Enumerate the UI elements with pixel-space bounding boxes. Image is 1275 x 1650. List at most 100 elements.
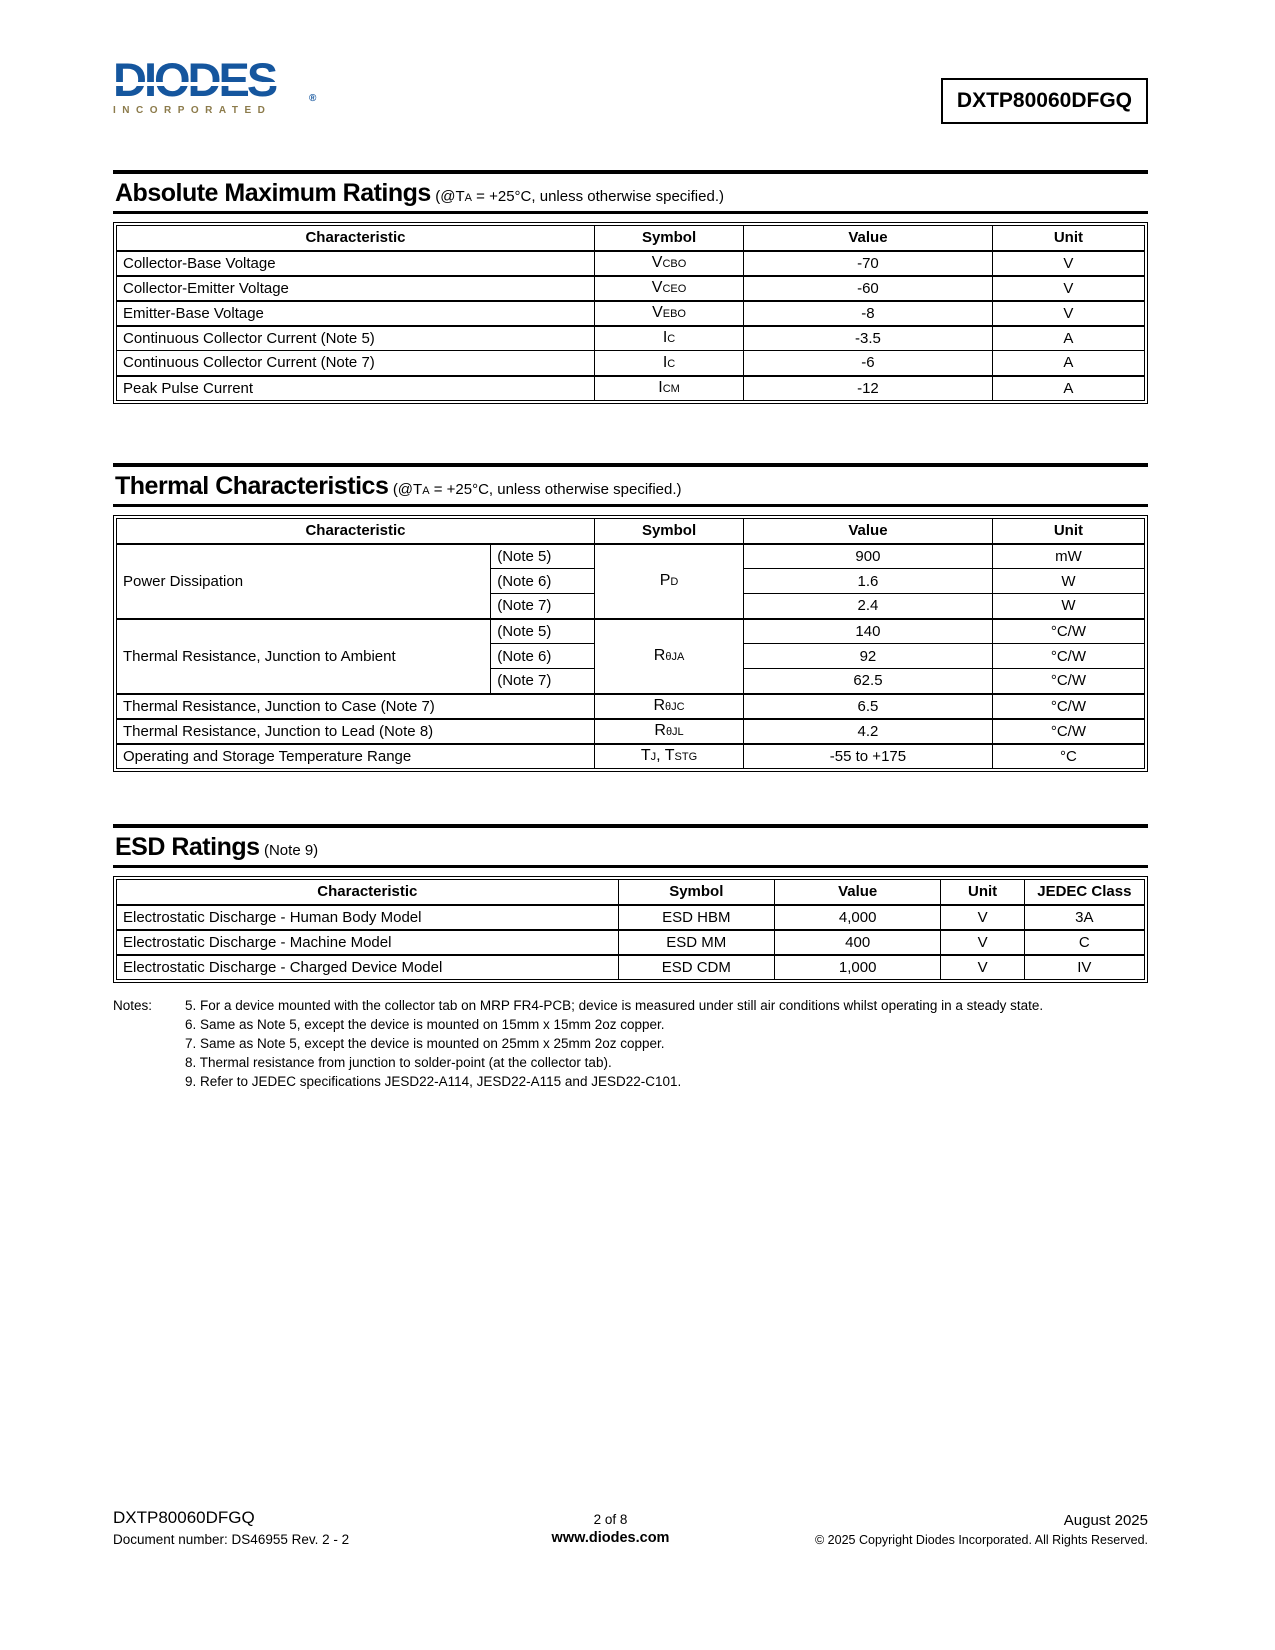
unit-cell: °C/W bbox=[991, 692, 1146, 719]
value-cell: 140 bbox=[743, 617, 993, 644]
footer-center: 2 of 8 www.diodes.com bbox=[113, 1512, 1108, 1547]
symbol-cell: ESD HBM bbox=[617, 903, 775, 930]
value-cell: 6.5 bbox=[743, 692, 993, 719]
section-rule bbox=[113, 865, 1148, 868]
note-item: 5. For a device mounted with the collect… bbox=[185, 998, 1044, 1013]
note-item: 6. Same as Note 5, except the device is … bbox=[185, 1017, 665, 1032]
footer-right: August 2025 © 2025 Copyright Diodes Inco… bbox=[815, 1512, 1148, 1547]
table-row: Electrostatic Discharge - Machine Model … bbox=[116, 928, 1146, 955]
section-heading: Absolute Maximum Ratings (@TA = +25°C, u… bbox=[113, 174, 1148, 211]
characteristic-cell: Electrostatic Discharge - Human Body Mod… bbox=[116, 903, 619, 930]
section-rule bbox=[113, 170, 1148, 174]
column-header-jedec-class: JEDEC Class bbox=[1023, 879, 1146, 906]
note-item: 8. Thermal resistance from junction to s… bbox=[185, 1055, 612, 1070]
unit-cell: A bbox=[991, 350, 1146, 376]
column-header-symbol: Symbol bbox=[617, 879, 775, 906]
section-rule bbox=[113, 504, 1148, 507]
note-cell: (Note 6) bbox=[490, 568, 596, 594]
value-cell: -70 bbox=[743, 249, 993, 276]
section-absolute-maximum-ratings: Absolute Maximum Ratings (@TA = +25°C, u… bbox=[113, 170, 1148, 404]
table-row: Electrostatic Discharge - Charged Device… bbox=[116, 953, 1146, 980]
column-header-characteristic: Characteristic bbox=[116, 879, 619, 906]
footer-left: DXTP80060DFGQ Document number: DS46955 R… bbox=[113, 1508, 349, 1547]
esd-table-border: Characteristic Symbol Value Unit JEDEC C… bbox=[113, 876, 1148, 983]
table-row: Electrostatic Discharge - Human Body Mod… bbox=[116, 903, 1146, 930]
characteristic-cell: Continuous Collector Current (Note 5) bbox=[115, 324, 596, 351]
value-cell: -3.5 bbox=[743, 324, 993, 351]
column-header-symbol: Symbol bbox=[594, 518, 745, 545]
footer-date: August 2025 bbox=[1063, 1512, 1148, 1529]
value-cell: -55 to +175 bbox=[743, 742, 993, 769]
unit-cell: A bbox=[991, 324, 1146, 351]
section-subtitle: (Note 9) bbox=[263, 842, 319, 859]
note-item: 9. Refer to JEDEC specifications JESD22-… bbox=[185, 1074, 682, 1089]
section-esd-ratings: ESD Ratings (Note 9) Characteristic Symb… bbox=[113, 824, 1148, 983]
value-cell: 900 bbox=[743, 542, 993, 569]
esd-table: Characteristic Symbol Value Unit JEDEC C… bbox=[116, 879, 1146, 980]
symbol-cell: RθJC bbox=[594, 692, 745, 719]
jedec-class-cell: IV bbox=[1023, 953, 1146, 980]
symbol-cell: RθJA bbox=[594, 617, 745, 694]
characteristic-cell: Power Dissipation bbox=[115, 542, 492, 619]
section-rule bbox=[113, 463, 1148, 467]
unit-cell: W bbox=[991, 593, 1146, 619]
characteristic-cell: Collector-Emitter Voltage bbox=[115, 274, 596, 301]
characteristic-cell: Peak Pulse Current bbox=[115, 374, 596, 401]
section-subtitle: (@TA = +25°C, unless otherwise specified… bbox=[435, 188, 724, 205]
section-heading: ESD Ratings (Note 9) bbox=[113, 828, 1148, 865]
symbol-cell: VCEO bbox=[594, 274, 745, 301]
note-cell: (Note 7) bbox=[490, 668, 596, 694]
section-subtitle: (@TA = +25°C, unless otherwise specified… bbox=[392, 481, 682, 498]
footer-document-number: Document number: DS46955 Rev. 2 - 2 bbox=[113, 1532, 350, 1547]
thermal-table-border: Characteristic Symbol Value Unit Power D… bbox=[113, 515, 1148, 772]
note-cell: (Note 7) bbox=[490, 593, 596, 619]
symbol-cell: VEBO bbox=[594, 299, 745, 326]
symbol-cell: ESD CDM bbox=[617, 953, 775, 980]
characteristic-cell: Electrostatic Discharge - Machine Model bbox=[116, 928, 619, 955]
column-header-unit: Unit bbox=[991, 225, 1146, 252]
abs-max-table-border: Characteristic Symbol Value Unit Collect… bbox=[113, 222, 1148, 404]
table-header-row: Characteristic Symbol Value Unit bbox=[115, 518, 1146, 545]
unit-cell: W bbox=[991, 568, 1146, 594]
table-row: (Note 6) 92 °C/W bbox=[117, 643, 1146, 669]
column-header-symbol: Symbol bbox=[594, 225, 745, 252]
table-row: Operating and Storage Temperature Range … bbox=[115, 742, 1146, 769]
unit-cell: °C bbox=[991, 742, 1146, 769]
value-cell: 1.6 bbox=[743, 568, 993, 594]
table-row: Emitter-Base Voltage VEBO -8 V bbox=[115, 299, 1146, 326]
value-cell: -12 bbox=[743, 374, 993, 401]
symbol-cell: ESD MM bbox=[617, 928, 775, 955]
abs-max-table: Characteristic Symbol Value Unit Collect… bbox=[115, 225, 1146, 401]
note-item: 7. Same as Note 5, except the device is … bbox=[185, 1036, 665, 1051]
column-header-characteristic: Characteristic bbox=[115, 518, 596, 545]
value-cell: -8 bbox=[743, 299, 993, 326]
value-cell: 4,000 bbox=[773, 903, 942, 930]
notes-list: 5. For a device mounted with the collect… bbox=[185, 996, 1043, 1091]
section-title: Absolute Maximum Ratings bbox=[115, 179, 431, 207]
footer-page-info: 2 of 8 bbox=[593, 1512, 628, 1527]
value-cell: 400 bbox=[773, 928, 942, 955]
characteristic-cell: Thermal Resistance, Junction to Ambient bbox=[115, 617, 492, 694]
footer-website-link[interactable]: www.diodes.com bbox=[551, 1530, 670, 1546]
unit-cell: V bbox=[940, 903, 1025, 930]
notes-label: Notes: bbox=[113, 998, 153, 1013]
symbol-cell: IC bbox=[594, 350, 745, 376]
unit-cell: V bbox=[940, 953, 1025, 980]
note-cell: (Note 5) bbox=[490, 542, 596, 569]
value-cell: 1,000 bbox=[773, 953, 942, 980]
table-row: Collector-Emitter Voltage VCEO -60 V bbox=[115, 274, 1146, 301]
page-header: DIODES ® INCORPORATED DXTP80060DFGQ bbox=[113, 56, 1148, 148]
unit-cell: V bbox=[991, 299, 1146, 326]
footer-part-number: DXTP80060DFGQ bbox=[113, 1508, 255, 1527]
unit-cell: °C/W bbox=[991, 617, 1146, 644]
value-cell: 62.5 bbox=[743, 668, 993, 694]
table-row: Continuous Collector Current (Note 5) IC… bbox=[115, 324, 1146, 351]
symbol-cell: ICM bbox=[594, 374, 745, 401]
column-header-characteristic: Characteristic bbox=[115, 225, 596, 252]
characteristic-cell: Operating and Storage Temperature Range bbox=[115, 742, 596, 769]
jedec-class-cell: 3A bbox=[1023, 903, 1146, 930]
value-cell: 2.4 bbox=[743, 593, 993, 619]
jedec-class-cell: C bbox=[1023, 928, 1146, 955]
section-title: Thermal Characteristics bbox=[115, 472, 389, 500]
